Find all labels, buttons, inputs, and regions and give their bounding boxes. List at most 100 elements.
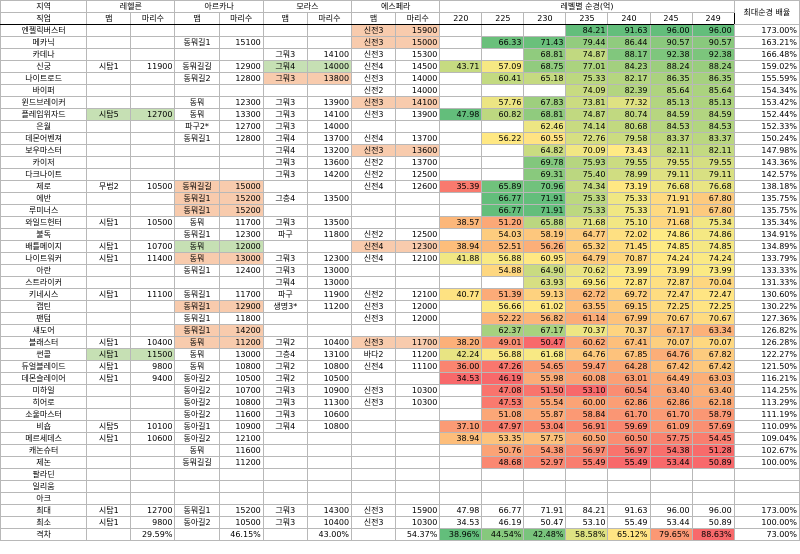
mob-count: 9800: [130, 360, 176, 373]
map-cell: 신전4: [351, 240, 397, 253]
mob-count: [218, 48, 264, 61]
level-value: 53.10: [565, 516, 609, 529]
mob-count: 9800: [130, 516, 176, 529]
map-cell: 시탑1: [86, 288, 132, 301]
level-value: 58.79: [691, 408, 735, 421]
level-value: [481, 84, 525, 97]
job-name: 아란: [0, 264, 88, 277]
map-cell: 그뭐3: [262, 120, 308, 133]
map-cell: 동뭐: [174, 336, 220, 349]
mob-count: 13600: [306, 156, 353, 169]
map-cell: 신전3: [351, 108, 397, 121]
level-value: [439, 396, 483, 409]
level-value: 84.23: [607, 60, 651, 73]
map-cell: [351, 204, 397, 217]
map-cell: [174, 528, 220, 541]
level-value: 73.99: [607, 264, 651, 277]
map-cell: [174, 480, 220, 493]
level-value: 74.86: [649, 228, 693, 241]
level-value: 73.99: [691, 264, 735, 277]
mob-count: [130, 456, 176, 469]
level-value: 96.00: [649, 24, 693, 37]
mobs-header: 마리수: [130, 12, 176, 25]
mob-count: [218, 468, 264, 481]
mob-count: 15000: [218, 180, 264, 193]
map-cell: [86, 36, 132, 49]
mob-count: 12500: [395, 168, 441, 181]
level-value: 59.13: [523, 288, 567, 301]
level-value: 72.25: [691, 300, 735, 313]
level-value: 75.93: [565, 156, 609, 169]
level-value: 79.55: [649, 156, 693, 169]
mob-count: [130, 480, 176, 493]
level-value: 64.77: [565, 228, 609, 241]
level-value: 74.24: [649, 252, 693, 265]
level-value: 70.09: [565, 144, 609, 157]
mob-count: [395, 492, 441, 505]
level-value: [523, 468, 567, 481]
level-value: 47.98: [439, 504, 483, 517]
summary-row: 최소 시탑1 9800 동아길2 10500 그뭐3 10400 신전3 10300 34.53 4…: [0, 516, 800, 529]
map-cell: [262, 456, 308, 469]
level-value: 77.32: [607, 96, 651, 109]
mob-count: [130, 48, 176, 61]
level-value: 52.51: [481, 240, 525, 253]
level-value: 70.67: [649, 312, 693, 325]
level-value: [565, 468, 609, 481]
map-cell: 시탑1: [86, 252, 132, 265]
group-header: 레헬른: [86, 0, 176, 13]
map-cell: 파구: [262, 228, 308, 241]
header-row-1: 지역 레헬른 아르카나 모라스 에스페라 레벨별 순경(억) 최대순경 배율: [0, 0, 800, 25]
map-cell: 동아길2: [174, 396, 220, 409]
level-value: 56.66: [481, 300, 525, 313]
level-value: 76.68: [649, 180, 693, 193]
level-value: 50.47: [523, 336, 567, 349]
level-value: 71.91: [523, 192, 567, 205]
map-cell: [86, 300, 132, 313]
max-ratio: 100.00%: [733, 456, 800, 469]
level-value: [439, 84, 483, 97]
map-cell: [86, 168, 132, 181]
level-value: 75.33: [607, 192, 651, 205]
level-value: [439, 456, 483, 469]
level-value: 64.79: [565, 252, 609, 265]
mob-count: 10800: [306, 420, 353, 433]
map-cell: 신전3: [351, 144, 397, 157]
mob-count: 15200: [218, 204, 264, 217]
level-value: [439, 48, 483, 61]
level-value: 50.47: [523, 516, 567, 529]
level-value: [439, 264, 483, 277]
mob-count: 12900: [218, 60, 264, 73]
max-ratio: 121.50%: [733, 360, 800, 373]
mob-count: 12800: [218, 132, 264, 145]
level-value: 40.77: [439, 288, 483, 301]
map-cell: [351, 456, 397, 469]
mob-count: [130, 396, 176, 409]
map-cell: 그뭐3: [262, 384, 308, 397]
group-header: 에스페라: [351, 0, 441, 13]
map-cell: [86, 528, 132, 541]
table-row: 팬텀 동뭐길1 11800 신전3 12000 52.22 56.82 61.14 67.99 7…: [0, 312, 800, 325]
map-cell: [86, 444, 132, 457]
job-name: 소울마스터: [0, 408, 88, 421]
table-row: 보우마스터 그뭐4 13200 신전3 13600 64.82 70.09 73.43 82.1…: [0, 144, 800, 157]
level-value: 91.63: [607, 504, 651, 517]
mob-count: [130, 492, 176, 505]
map-cell: 신전2: [351, 156, 397, 169]
mob-count: [395, 216, 441, 229]
max-ratio: [733, 468, 800, 481]
level-header: 249: [691, 12, 735, 25]
level-value: 82.11: [649, 144, 693, 157]
map-cell: 시탑1: [86, 504, 132, 517]
map-cell: [174, 468, 220, 481]
level-value: [481, 48, 525, 61]
level-value: 65.89: [481, 180, 525, 193]
table-row: 키네시스 시탑1 11100 동뭐길1 11700 파구 11900 신전2 12100 40.7…: [0, 288, 800, 301]
map-cell: 신전3: [351, 396, 397, 409]
job-name: 다크나이트: [0, 168, 88, 181]
table-row: 소울마스터 동아길2 11600 그뭐3 10600 51.08 55.87 58.84 61.…: [0, 408, 800, 421]
mob-count: 10900: [218, 420, 264, 433]
map-cell: [86, 156, 132, 169]
level-value: 36.00: [439, 360, 483, 373]
level-value: 74.85: [649, 240, 693, 253]
